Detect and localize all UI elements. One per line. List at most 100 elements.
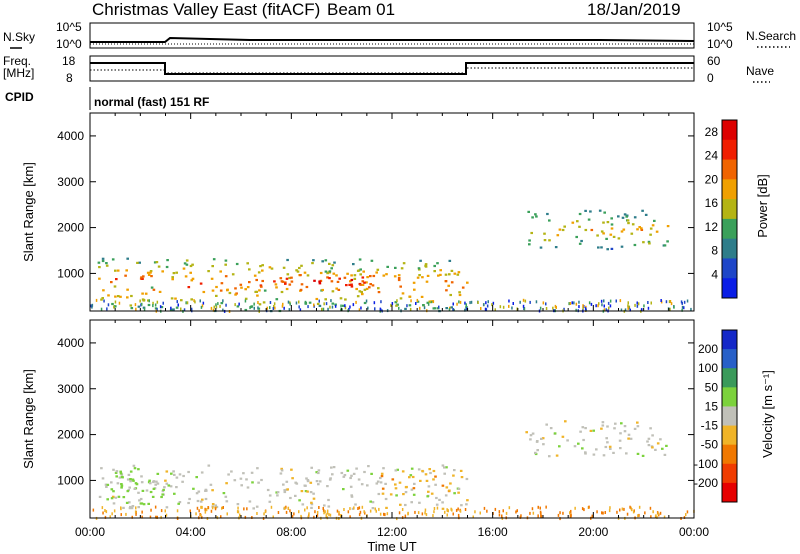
ground-scatter-cell — [329, 513, 332, 517]
ground-scatter-cell — [308, 513, 310, 517]
data-cell — [248, 500, 252, 503]
data-cell — [230, 470, 233, 473]
ground-scatter-cell — [459, 509, 462, 513]
station-title: Christmas Valley East (fitACF) — [92, 0, 320, 19]
data-cell — [435, 496, 438, 500]
data-cell — [342, 488, 345, 491]
ground-scatter-cell — [464, 301, 466, 305]
data-cell — [601, 424, 605, 427]
data-cell — [301, 503, 305, 506]
ground-scatter-cell — [141, 515, 143, 519]
data-cell — [154, 307, 158, 310]
data-cell — [612, 235, 616, 238]
data-cell — [131, 505, 135, 508]
data-cell — [137, 506, 140, 509]
data-cell — [101, 257, 105, 260]
data-cell — [350, 274, 353, 277]
data-cell — [606, 248, 609, 251]
data-cell — [335, 274, 338, 277]
ground-scatter-cell — [299, 308, 302, 312]
data-cell — [418, 501, 421, 504]
data-cell — [655, 230, 659, 233]
data-cell — [98, 277, 101, 280]
ground-scatter-cell — [237, 510, 240, 514]
data-cell — [375, 482, 379, 485]
data-cell — [592, 429, 595, 432]
data-cell — [225, 500, 229, 503]
ground-scatter-cell — [323, 302, 325, 306]
data-cell — [318, 480, 322, 483]
ground-scatter-cell — [609, 304, 612, 308]
data-cell — [105, 264, 109, 267]
ground-scatter-cell — [498, 513, 501, 517]
time-tick-label: 20:00 — [578, 525, 608, 539]
data-cell — [576, 220, 579, 223]
data-cell — [578, 242, 582, 245]
data-cell — [148, 479, 151, 482]
data-cell — [346, 469, 350, 472]
colorbar-tick-label: -50 — [701, 438, 719, 452]
data-cell — [310, 506, 313, 509]
ground-scatter-cell — [118, 301, 121, 305]
ground-scatter-cell — [323, 511, 325, 515]
data-cell — [255, 278, 258, 282]
data-cell — [171, 278, 174, 281]
data-cell — [370, 259, 374, 262]
y-tick-label: 3000 — [57, 382, 84, 396]
nsky-label: N.Sky — [3, 30, 35, 44]
ground-scatter-cell — [322, 507, 324, 510]
ground-scatter-cell — [542, 301, 545, 305]
ground-scatter-cell — [120, 513, 122, 517]
power-colorbar-label: Power [dB] — [755, 174, 770, 238]
data-cell — [130, 307, 134, 310]
data-cell — [156, 482, 160, 485]
ground-scatter-cell — [295, 301, 298, 305]
data-cell — [140, 481, 144, 484]
data-cell — [453, 272, 457, 275]
ground-scatter-cell — [515, 510, 517, 514]
data-cell — [618, 439, 622, 442]
data-cell — [110, 488, 114, 491]
data-cell — [137, 491, 140, 494]
ground-scatter-cell — [104, 515, 107, 519]
data-cell — [259, 284, 263, 287]
data-cell — [187, 470, 190, 474]
data-cell — [306, 274, 310, 277]
ground-scatter-cell — [321, 307, 323, 311]
ground-scatter-cell — [334, 304, 337, 308]
data-cell — [350, 278, 354, 282]
data-cell — [345, 284, 348, 287]
data-cell — [331, 290, 335, 293]
data-cell — [224, 495, 228, 498]
data-cell — [316, 302, 320, 305]
ground-scatter-cell — [423, 306, 426, 310]
data-cell — [466, 499, 469, 502]
data-cell — [597, 246, 600, 249]
data-cell — [170, 472, 173, 475]
data-cell — [365, 281, 368, 284]
ground-scatter-cell — [573, 301, 575, 305]
ground-scatter-cell — [162, 301, 164, 305]
data-cell — [124, 274, 127, 277]
ground-scatter-cell — [472, 515, 474, 519]
ground-scatter-cell — [338, 512, 340, 516]
data-cell — [317, 471, 320, 475]
data-cell — [609, 447, 612, 450]
data-cell — [543, 232, 546, 235]
data-cell — [312, 492, 315, 495]
ground-scatter-cell — [380, 300, 382, 304]
data-cell — [248, 281, 251, 284]
data-cell — [185, 263, 189, 266]
data-cell — [343, 474, 347, 477]
data-cell — [573, 445, 577, 448]
ground-scatter-cell — [141, 302, 143, 306]
data-cell — [330, 466, 333, 469]
ground-scatter-cell — [582, 306, 584, 310]
ground-scatter-cell — [90, 304, 92, 308]
data-cell — [598, 209, 602, 212]
ground-scatter-cell — [638, 505, 641, 509]
data-cell — [461, 286, 465, 289]
data-cell — [177, 502, 180, 505]
ground-scatter-cell — [483, 303, 485, 307]
data-cell — [107, 294, 110, 297]
